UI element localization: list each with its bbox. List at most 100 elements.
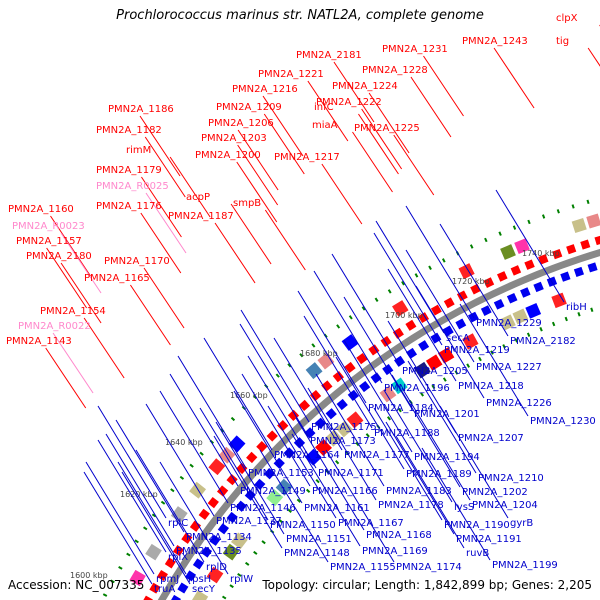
forward-gene-label: PMN2A_1221 (258, 69, 324, 80)
gc-tick (118, 566, 122, 570)
gc-tick (388, 289, 392, 293)
forward-cog-block (572, 218, 587, 233)
reverse-gene-arrow (507, 293, 518, 304)
gc-tick (415, 273, 419, 277)
forward-cog-block (145, 544, 162, 561)
forward-leader-line (144, 268, 184, 328)
forward-leader-line (231, 204, 271, 264)
reverse-gene-label: PMN2A_1227 (476, 362, 542, 373)
forward-leader-line (362, 109, 402, 169)
forward-gene-label: PMN2A_1182 (96, 125, 162, 136)
forward-cog-block (342, 334, 359, 351)
reverse-gene-label: PMN2A_1134 (186, 532, 252, 543)
reverse-leader-line (106, 434, 174, 546)
gc-tick (552, 322, 555, 326)
forward-gene-arrow (393, 328, 404, 339)
gc-tick (161, 501, 165, 505)
forward-gene-label: PMN2A_1243 (462, 36, 528, 47)
forward-gene-label: PMN2A_1176 (96, 201, 162, 212)
forward-gene-label: PMN2A_R0025 (96, 181, 169, 192)
reverse-gene-arrow (170, 595, 181, 600)
reverse-gene-label: rplW (230, 574, 253, 585)
reverse-gene-label: secY (192, 584, 216, 595)
gc-tick (527, 220, 530, 224)
forward-gene-arrow (142, 596, 153, 600)
reverse-leader-line (240, 324, 308, 436)
gc-tick (428, 266, 432, 270)
gc-tick (245, 562, 249, 566)
gc-tick (478, 357, 482, 361)
reverse-cog-block (525, 303, 541, 319)
forward-gene-label: PMN2A_1165 (84, 273, 150, 284)
reverse-gene-arrow (533, 282, 543, 292)
forward-gene-label: PMN2A_2180 (26, 251, 92, 262)
gc-tick (442, 258, 446, 262)
reverse-leader-line (241, 310, 309, 422)
gc-tick (231, 417, 235, 421)
gc-tick (253, 551, 257, 555)
reverse-gene-label: PMN2A_1230 (530, 416, 596, 427)
forward-gene-arrow (208, 497, 219, 508)
forward-gene-label: clpX (556, 13, 578, 24)
reverse-gene-arrow (326, 408, 337, 419)
forward-gene-arrow (566, 244, 576, 254)
gc-tick (103, 593, 107, 597)
forward-gene-label: PMN2A_1170 (104, 256, 170, 267)
reverse-gene-label: gyrB (510, 518, 533, 529)
reverse-gene-label: PMN2A_1226 (486, 398, 552, 409)
forward-gene-label: PMN2A_1209 (216, 102, 282, 113)
forward-leader-line (588, 48, 600, 108)
ruler-tick-label: 1640 kbp (165, 438, 203, 447)
gc-tick (306, 489, 310, 493)
reverse-leader-line (98, 406, 166, 518)
gc-tick (316, 479, 320, 483)
gc-tick (557, 209, 560, 213)
ruler-tick-label: 1660 kbp (230, 391, 268, 400)
forward-gene-label: PMN2A_1186 (108, 104, 174, 115)
gc-tick (143, 526, 147, 530)
forward-gene-label: PMN2A_R0022 (18, 321, 91, 332)
forward-gene-label: PMN2A_1203 (201, 133, 267, 144)
reverse-gene-arrow (418, 340, 429, 351)
forward-gene-arrow (444, 297, 455, 308)
reverse-leader-line (406, 206, 474, 318)
gc-tick (170, 488, 174, 492)
forward-gene-label: PMN2A_1143 (6, 336, 72, 347)
genome-map: 1600 kbp1620 kbp1640 kbp1660 kbp1680 kbp… (0, 0, 600, 600)
forward-gene-label: PMN2A_R0023 (12, 221, 85, 232)
reverse-gene-label: ribH (566, 302, 587, 313)
forward-gene-label: infC (314, 102, 334, 113)
forward-gene-label: acpP (186, 192, 210, 203)
reverse-gene-arrow (455, 318, 466, 329)
forward-gene-arrow (405, 320, 416, 331)
reverse-leader-line (178, 356, 246, 468)
reverse-gene-label: PMN2A_1196 (384, 383, 450, 394)
reverse-gene-arrow (574, 267, 584, 277)
forward-gene-arrow (299, 400, 310, 411)
forward-cog-block (306, 362, 323, 379)
reverse-gene-label: PMN2A_1218 (458, 381, 524, 392)
forward-gene-label: PMN2A_1216 (232, 84, 298, 95)
forward-cog-block (586, 214, 600, 229)
reverse-gene-label: PMN2A_1174 (396, 562, 462, 573)
forward-gene-label: miaA (312, 120, 338, 131)
gc-tick (336, 324, 340, 328)
reverse-gene-label: PMN2A_1183 (386, 486, 452, 497)
reverse-leader-line (146, 404, 214, 516)
ruler-tick-label: 1700 kbp (385, 311, 423, 320)
forward-leader-line (130, 285, 170, 345)
gc-tick (189, 464, 193, 468)
reverse-gene-arrow (588, 262, 598, 272)
forward-gene-label: PMN2A_1179 (96, 165, 162, 176)
reverse-gene-label: PMN2A_2182 (510, 336, 576, 347)
forward-leader-line (46, 348, 86, 408)
label-layer: clpXtigPMN2A_1243PMN2A_1231PMN2A_1228PMN… (6, 13, 600, 595)
forward-gene-label: PMN2A_1200 (195, 150, 261, 161)
gc-tick (484, 238, 487, 242)
reverse-leader-line (84, 472, 152, 584)
ruler-tick-label: 1720 kbp (452, 277, 490, 286)
reverse-gene-label: PMN2A_1169 (362, 546, 428, 557)
forward-leader-line (394, 135, 434, 195)
gc-tick (542, 214, 545, 218)
reverse-gene-label: PMN2A_1151 (286, 534, 352, 545)
